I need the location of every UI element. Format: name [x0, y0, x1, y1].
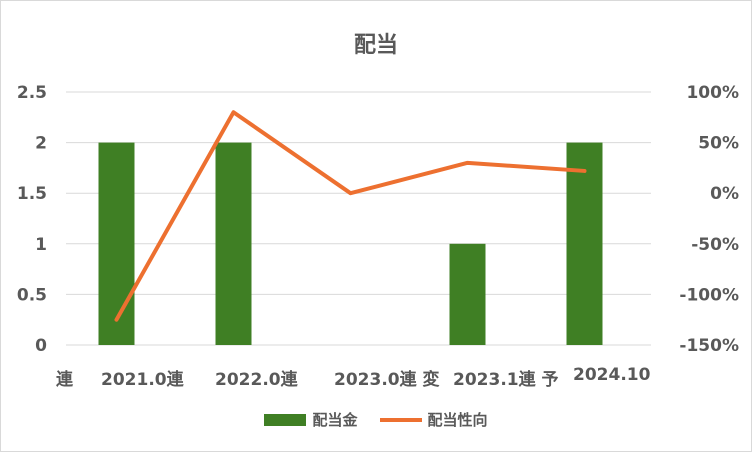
x-tick-label: 2023.1連 予: [453, 370, 559, 390]
bar: [449, 243, 486, 345]
y-left-tick-label: 0.5: [17, 285, 47, 305]
legend: 配当金 配当性向: [1, 409, 751, 430]
bar: [566, 142, 603, 345]
legend-swatch-bar: [264, 413, 307, 426]
legend-label: 配当性向: [427, 411, 488, 429]
y-right-tick-label: -100%: [679, 285, 739, 305]
x-tick-label: 2021.0連: [101, 370, 184, 390]
legend-item-line: 配当性向: [379, 409, 488, 430]
y-left-tick-label: 1: [35, 235, 47, 255]
x-tick-label: 連: [56, 370, 73, 390]
y-left-tick-label: 0: [35, 336, 47, 356]
y-left-tick-label: 2: [35, 134, 47, 154]
series-line: [114, 110, 587, 322]
legend-item-bar: 配当金: [264, 409, 358, 430]
y-right-tick-label: -150%: [679, 336, 739, 356]
bar: [98, 142, 135, 345]
chart-title: 配当: [353, 33, 398, 58]
y-right-tick-label: -50%: [691, 235, 739, 255]
y-right-tick-label: 0%: [710, 184, 739, 204]
y-left-tick-label: 1.5: [17, 184, 47, 204]
y-right-tick-label: 50%: [698, 134, 739, 154]
y-left-tick-label: 2.5: [17, 83, 47, 103]
legend-label: 配当金: [312, 411, 358, 429]
x-tick-label: 2022.0連: [215, 370, 298, 390]
x-tick-label: 2024.10: [573, 365, 651, 385]
legend-swatch-line: [379, 417, 422, 422]
y-right-tick-label: 100%: [686, 83, 739, 103]
bar: [215, 142, 252, 345]
x-tick-label: 2023.0連 変: [334, 370, 440, 390]
